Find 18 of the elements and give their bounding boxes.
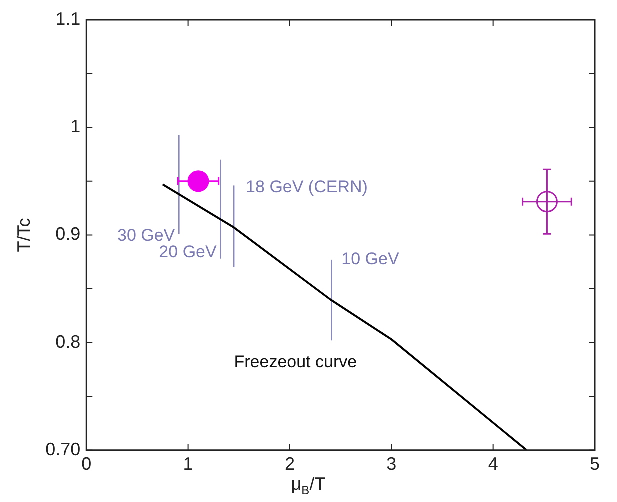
x-axis-title: μ$_{B}$/T — [290, 474, 327, 498]
y-axis-title: T/Tc — [14, 218, 34, 252]
x-tick-label: 3 — [386, 454, 397, 474]
annotation: 10 GeV — [342, 250, 400, 269]
y-tick-label: 0.8 — [56, 332, 81, 352]
y-tick-label: 1.1 — [56, 8, 81, 29]
annotation: 20 GeV — [159, 242, 218, 262]
y-tick-label: 0.9 — [56, 224, 81, 244]
y-tick-label: 1 — [70, 116, 81, 137]
annotation: 18 GeV (CERN) — [246, 177, 368, 196]
x-tick-label: 0 — [82, 454, 92, 474]
x-tick-label: 5 — [590, 454, 600, 474]
x-tick-label: 2 — [284, 454, 295, 474]
x-tick-label: 1 — [183, 454, 194, 474]
y-tick-label: 0.70 — [46, 439, 81, 460]
annotation: 30 GeV — [118, 226, 176, 245]
annotation: Freezeout curve — [234, 352, 358, 372]
x-tick-label: 4 — [488, 454, 498, 474]
